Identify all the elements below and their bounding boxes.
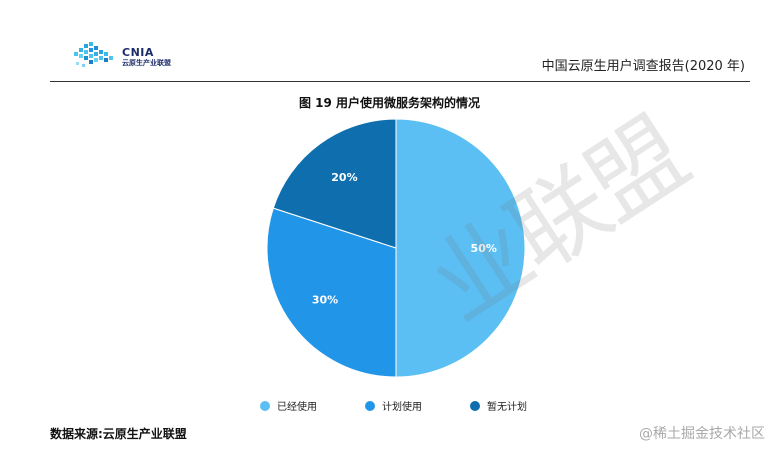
legend-swatch-used [260,400,270,411]
pie-label-planned: 30% [312,294,338,307]
report-title: 中国云原生用户调查报告(2020 年) [541,59,745,74]
legend-label-no-plan: 暂无计划 [487,402,527,413]
cnia-logo: CNIA 云原生产业联盟 [72,40,192,74]
legend-swatch-no-plan [470,400,480,411]
chart-title: 图 19 用户使用微服务架构的情况 [298,96,481,110]
pie-slice-used [395,118,526,378]
pie-label-used: 50% [471,242,497,255]
legend-item-planned: 计划使用 [365,398,422,413]
corner-watermark: @稀土掘金技术社区 [639,426,765,442]
logo-subtitle: 云原生产业联盟 [122,59,171,67]
pie-slice-planned [266,207,397,378]
legend-swatch-planned [365,400,375,411]
legend-label-planned: 计划使用 [382,402,422,413]
cloud-logo-icon [74,42,113,67]
pie-label-no-plan: 20% [331,171,357,184]
logo-name: CNIA [122,46,154,59]
legend-item-used: 已经使用 [260,398,317,413]
chart-legend: 已经使用 计划使用 暂无计划 [0,396,779,416]
pie-slice-no-plan [272,118,397,249]
page-header: CNIA 云原生产业联盟 中国云原生用户调查报告(2020 年) [0,0,779,84]
legend-label-used: 已经使用 [277,402,317,413]
data-source: 数据来源:云原生产业联盟 [50,427,187,441]
header-divider [50,81,750,82]
legend-item-no-plan: 暂无计划 [470,398,527,413]
